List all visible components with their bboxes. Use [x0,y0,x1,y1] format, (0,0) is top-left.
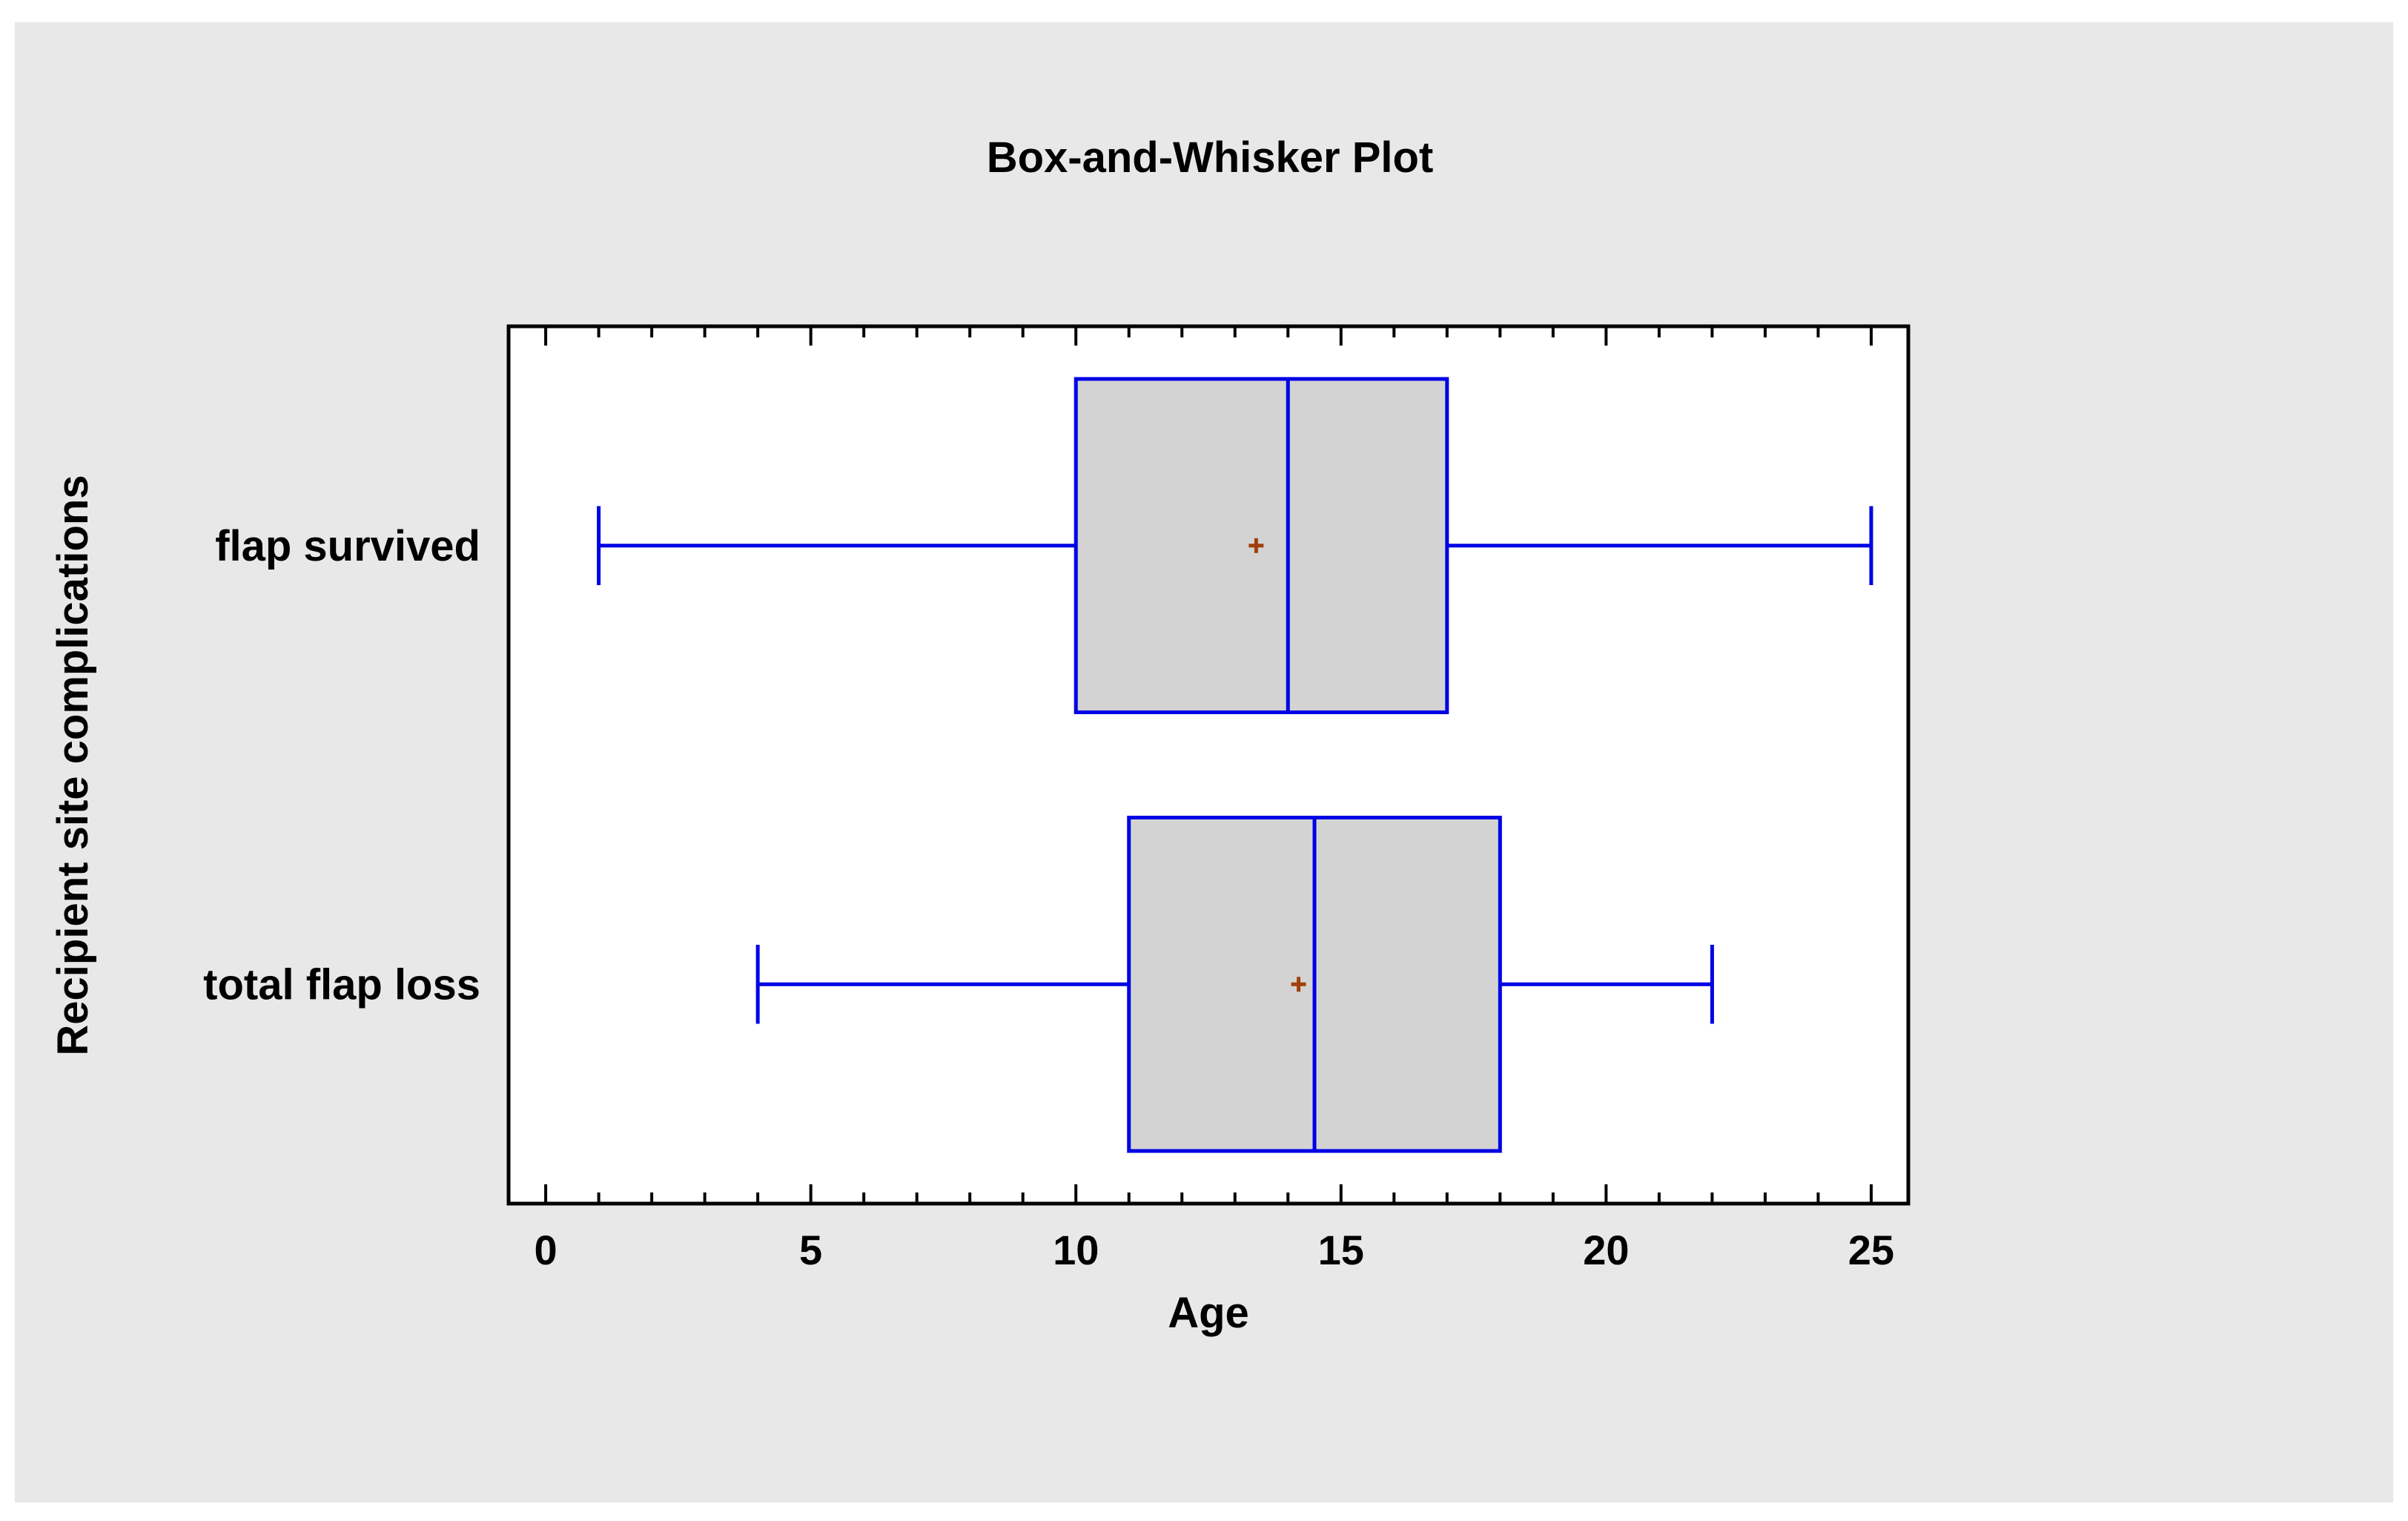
x-tick-label: 25 [1848,1227,1894,1273]
x-tick-label: 5 [799,1227,822,1273]
box-group [597,377,1873,715]
category-label: flap survived [215,522,480,570]
mean-marker [1291,977,1306,992]
x-tick-label: 15 [1318,1227,1364,1273]
chart-title: Box-and-Whisker Plot [987,133,1434,182]
x-tick-label: 20 [1583,1227,1629,1273]
x-axis-ticks: 0 5 10 15 20 25 [534,326,1894,1273]
y-axis-label: Recipient site complications [49,475,97,1055]
box-series [597,377,1873,1153]
y-axis-category-labels: flap survived total flap loss [203,522,480,1009]
category-label: total flap loss [203,960,480,1009]
x-tick-label: 10 [1053,1227,1099,1273]
x-tick-label: 0 [534,1227,557,1273]
x-axis-label: Age [1168,1289,1249,1337]
plot-frame [506,324,1911,1206]
box-group [755,815,1714,1153]
mean-marker [1248,538,1264,553]
